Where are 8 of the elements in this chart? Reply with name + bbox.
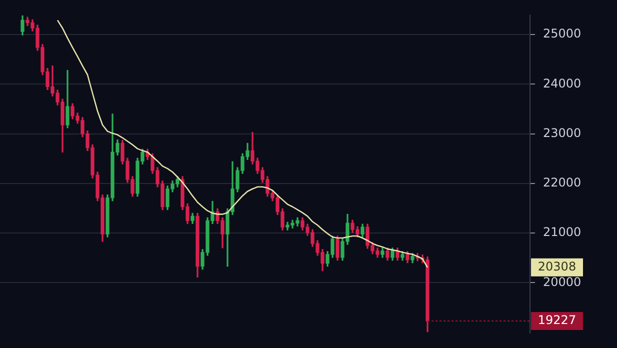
y-tick-label: 20000 — [543, 274, 582, 289]
y-tick-label: 24000 — [543, 76, 582, 90]
y-tick-label: 21000 — [543, 225, 582, 240]
y-tick-label: 23000 — [543, 126, 582, 140]
ref-line-label: 19227 — [538, 313, 576, 328]
y-tick-label: 25000 — [543, 26, 582, 41]
y-tick-label: 22000 — [543, 176, 582, 190]
text: 20308 — [538, 260, 576, 274]
